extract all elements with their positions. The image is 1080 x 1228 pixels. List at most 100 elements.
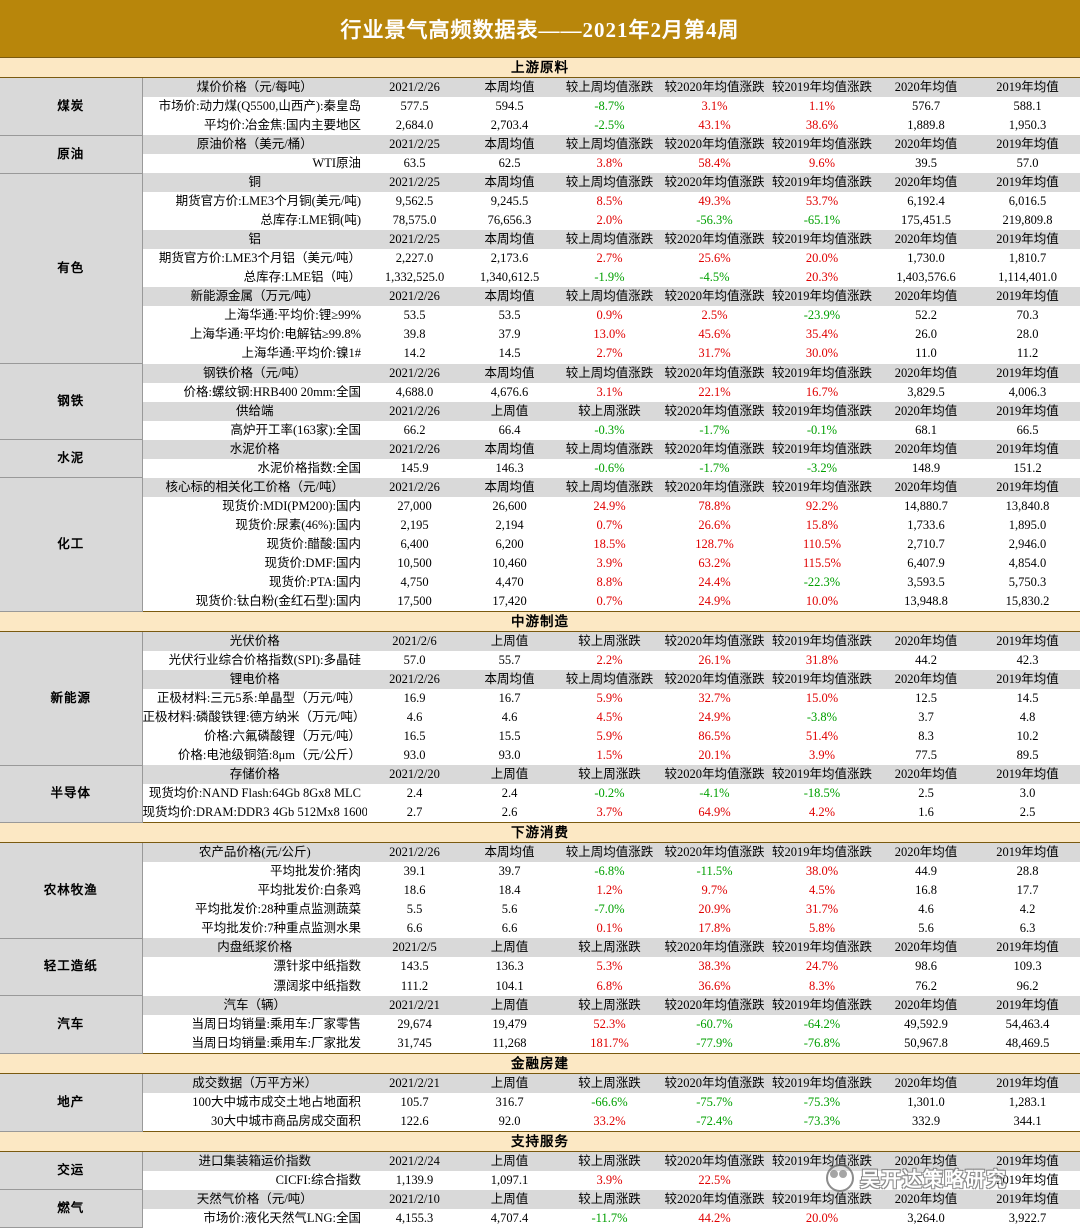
indicator-name: 期货官方价:LME3个月铜(美元/吨): [175, 194, 361, 209]
value-cell: -77.9%: [696, 1035, 733, 1050]
value-cell: 3,264.0: [907, 1210, 945, 1225]
value-cell: 较2019年均值涨跌: [767, 765, 877, 785]
indicator-name: 现货价:钛白粉(金红石型):国内: [195, 593, 361, 608]
value-cell: 8.3%: [808, 978, 836, 993]
value-cell: 2020年均值: [877, 477, 975, 497]
category-label: 燃气: [0, 1189, 143, 1228]
value-cell: 13,948.8: [904, 593, 948, 608]
value-cell: 较2020年均值涨跌: [662, 77, 767, 98]
value-cell: -7.0%: [594, 902, 625, 917]
table-subheader-row: 轻工造纸 内盘纸浆价格 2021/2/5 上周值 较上周涨跌 较2020年均值涨跌 较201…: [0, 938, 1080, 997]
value-cell: 较上周均值涨跌: [557, 439, 662, 459]
value-cell: 20.1%: [698, 748, 731, 763]
value-cell: 66.5: [1016, 422, 1039, 437]
value-cell: 6.6: [501, 921, 518, 936]
value-cell: 上周值: [462, 631, 557, 651]
table-row: 平均批发价:猪肉 39.1 39.7 -6.8% -11.5% 38.0% 44.9 28.8: [0, 862, 1080, 881]
table-row: 30大中城市商品房成交面积 122.6 92.0 33.2% -72.4% -73.3% 3…: [0, 1112, 1080, 1132]
value-cell: 较2019年均值涨跌: [767, 631, 877, 651]
value-cell: 2021/2/25: [367, 230, 462, 250]
value-cell: 53.7%: [805, 194, 839, 209]
value-cell: 2.6: [501, 805, 518, 820]
value-cell: 较2019年均值涨跌: [767, 1189, 877, 1209]
table-row: 现货价:尿素(46%):国内 2,195 2,194 0.7% 26.6% 15.8% 1,…: [0, 516, 1080, 535]
value-cell: -11.5%: [696, 864, 733, 879]
value-cell: 1,950.3: [1008, 118, 1047, 133]
value-cell: 26.0: [915, 327, 937, 342]
value-cell: 78.8%: [698, 498, 731, 513]
value-cell: -1.9%: [594, 270, 625, 285]
value-cell: 2.7: [406, 805, 423, 820]
value-cell: 本周均值: [462, 77, 557, 98]
table-row: 市场价:液化天然气LNG:全国 4,155.3 4,707.4 -11.7% 44.2%…: [0, 1209, 1080, 1228]
value-cell: 63.2%: [698, 555, 731, 570]
value-cell: 2021/2/26: [367, 401, 462, 421]
value-cell: 较上周涨跌: [557, 1073, 662, 1093]
value-cell: 本周均值: [462, 670, 557, 690]
value-cell: 24.9%: [698, 710, 731, 725]
section-header: 支持服务: [0, 1130, 1080, 1152]
value-cell: 62.5: [498, 156, 521, 171]
value-cell: 2020年均值: [877, 938, 975, 958]
value-cell: 24.9%: [593, 498, 626, 513]
value-cell: 111.2: [400, 978, 429, 993]
value-cell: 38.0%: [805, 864, 839, 879]
value-cell: 6,400: [400, 536, 429, 551]
value-cell: 本周均值: [462, 439, 557, 459]
indicator-name: 市场价:液化天然气LNG:全国: [203, 1210, 361, 1225]
value-cell: 3.1%: [701, 99, 728, 114]
value-cell: 8.3: [918, 729, 934, 744]
value-cell: 37.9: [498, 327, 521, 342]
value-cell: 1.5%: [596, 748, 623, 763]
table-subheader-row: 供给端 2021/2/26 上周值 较上周涨跌 较2020年均值涨跌 较2019年均值涨跌…: [0, 401, 1080, 421]
value-cell: 3,829.5: [907, 384, 945, 399]
table-row: 价格:螺纹钢:HRB400 20mm:全国 4,688.0 4,676.6 3.1% 2…: [0, 383, 1080, 402]
value-cell: 66.4: [498, 422, 521, 437]
value-cell: 14.5: [1016, 691, 1039, 706]
value-cell: 较上周涨跌: [557, 1189, 662, 1209]
section-header: 下游消费: [0, 822, 1080, 844]
value-cell: 2021/2/26: [367, 363, 462, 383]
value-cell: 2020年均值: [877, 995, 975, 1015]
indicator-name: 价格:螺纹钢:HRB400 20mm:全国: [183, 384, 361, 399]
indicator-name: 现货价:PTA:国内: [268, 574, 361, 589]
value-cell: 2020年均值: [877, 1073, 975, 1093]
table-row: 上海华通:平均价:电解钴≥99.8% 39.8 37.9 13.0% 45.6% 35.4…: [0, 325, 1080, 344]
value-cell: 较2019年均值涨跌: [767, 135, 877, 155]
value-cell: 4.2%: [808, 805, 836, 820]
value-cell: 较2019年均值涨跌: [767, 1073, 877, 1093]
value-cell: 10,500: [397, 555, 432, 570]
value-cell: 2019年均值: [975, 477, 1080, 497]
value-cell: -18.5%: [803, 786, 841, 801]
industry-data-table: 上游原料 煤炭 煤价价格（元/每吨） 2021/2/26 本周均值 较上周均值涨跌 较202…: [0, 56, 1080, 1228]
value-cell: 上周值: [462, 1151, 557, 1171]
value-cell: 28.0: [1016, 327, 1039, 342]
indicator-name: 光伏价格: [142, 631, 367, 651]
value-cell: -2.5%: [594, 118, 625, 133]
value-cell: 2021/2/26: [367, 77, 462, 98]
category-label: 水泥: [0, 439, 143, 479]
value-cell: 9,245.5: [490, 194, 529, 209]
category-label: 半导体: [0, 765, 143, 824]
value-cell: 148.9: [911, 460, 941, 475]
value-cell: 1.1%: [808, 99, 836, 114]
value-cell: 2021/2/26: [367, 439, 462, 459]
value-cell: 2020年均值: [877, 230, 975, 250]
value-cell: 2.7%: [596, 251, 623, 266]
table-row: 总库存:LME铝（吨） 1,332,525.0 1,340,612.5 -1.9% -4…: [0, 268, 1080, 287]
indicator-name: 平均批发价:白条鸡: [257, 883, 361, 898]
indicator-name: 当周日均销量:乘用车:厂家批发: [191, 1035, 361, 1050]
value-cell: 11.0: [915, 346, 937, 361]
value-cell: 26.1%: [698, 652, 731, 667]
value-cell: 1,097.1: [490, 1172, 529, 1187]
table-row: 平均批发价:白条鸡 18.6 18.4 1.2% 9.7% 4.5% 16.8 17.7: [0, 881, 1080, 900]
value-cell: 68.1: [915, 422, 937, 437]
value-cell: 6,016.5: [1008, 194, 1047, 209]
value-cell: 较2019年均值涨跌: [767, 363, 877, 383]
indicator-name: 总库存:LME铜(吨): [260, 213, 361, 228]
indicator-name: 内盘纸浆价格: [142, 938, 367, 958]
value-cell: 2019年均值: [975, 995, 1080, 1015]
value-cell: 3.9%: [596, 1172, 623, 1187]
value-cell: 2020年均值: [877, 765, 975, 785]
